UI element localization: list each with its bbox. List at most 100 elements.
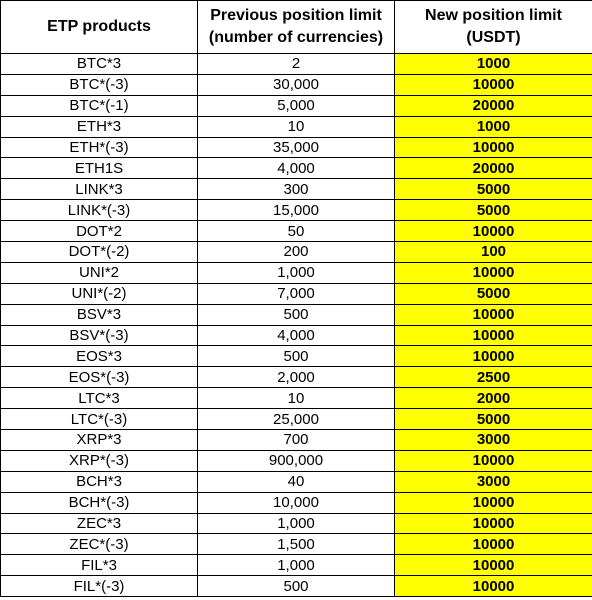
new-limit-cell: 5000 <box>394 178 592 201</box>
previous-limit-cell: 35,000 <box>197 136 395 159</box>
etp-product-cell: BTC*(-3) <box>0 73 198 96</box>
etp-product-cell: BTC*3 <box>0 53 198 75</box>
new-limit-cell: 2000 <box>394 387 592 410</box>
table-row: ETH1S 4,000 20000 <box>0 157 592 180</box>
table-row: BSV*3 500 10000 <box>0 303 592 326</box>
table-row: DOT*(-2) 200 100 <box>0 241 592 263</box>
etp-product-cell: BSV*(-3) <box>0 324 198 347</box>
table-row: LTC*3 10 2000 <box>0 387 592 410</box>
table-row: ETH*(-3) 35,000 10000 <box>0 136 592 159</box>
new-limit-cell: 10000 <box>394 575 592 598</box>
table-row: LINK*3 300 5000 <box>0 178 592 201</box>
previous-limit-cell: 500 <box>197 575 395 598</box>
previous-limit-cell: 200 <box>197 241 395 263</box>
new-limit-cell: 1000 <box>394 115 592 138</box>
etp-product-cell: ZEC*(-3) <box>0 533 198 556</box>
previous-limit-cell: 25,000 <box>197 408 395 431</box>
previous-limit-cell: 2,000 <box>197 366 395 389</box>
etp-product-cell: BTC*(-1) <box>0 94 198 117</box>
new-limit-cell: 10000 <box>394 303 592 326</box>
new-limit-cell: 3000 <box>394 470 592 493</box>
new-limit-cell: 10000 <box>394 554 592 577</box>
table-row: BTC*(-3) 30,000 10000 <box>0 73 592 96</box>
new-limit-cell: 1000 <box>394 53 592 75</box>
table-row: FIL*(-3) 500 10000 <box>0 575 592 598</box>
etp-product-cell: LINK*(-3) <box>0 199 198 222</box>
table-row: BCH*(-3) 10,000 10000 <box>0 491 592 514</box>
etp-product-cell: FIL*3 <box>0 554 198 577</box>
etp-product-cell: UNI*(-2) <box>0 282 198 305</box>
table-row: ZEC*3 1,000 10000 <box>0 512 592 535</box>
etp-product-cell: LTC*(-3) <box>0 408 198 431</box>
previous-limit-cell: 1,500 <box>197 533 395 556</box>
etp-product-cell: LTC*3 <box>0 387 198 410</box>
etp-product-cell: BSV*3 <box>0 303 198 326</box>
table-row: BTC*3 2 1000 <box>0 53 592 75</box>
previous-limit-cell: 10,000 <box>197 491 395 514</box>
previous-limit-cell: 10 <box>197 115 395 138</box>
previous-limit-cell: 2 <box>197 53 395 75</box>
previous-limit-cell: 500 <box>197 303 395 326</box>
new-limit-cell: 10000 <box>394 512 592 535</box>
table-row: ZEC*(-3) 1,500 10000 <box>0 533 592 556</box>
previous-limit-cell: 1,000 <box>197 554 395 577</box>
header-previous-line1: Previous position limit <box>210 7 382 24</box>
header-new-position-limit: New position limit (USDT) <box>394 0 592 54</box>
table-row: FIL*3 1,000 10000 <box>0 554 592 577</box>
new-limit-cell: 10000 <box>394 261 592 284</box>
previous-limit-cell: 1,000 <box>197 512 395 535</box>
table-row: BTC*(-1) 5,000 20000 <box>0 94 592 117</box>
etp-product-cell: LINK*3 <box>0 178 198 201</box>
etp-product-cell: ETH*3 <box>0 115 198 138</box>
table-row: UNI*2 1,000 10000 <box>0 261 592 284</box>
new-limit-cell: 10000 <box>394 491 592 514</box>
previous-limit-cell: 40 <box>197 470 395 493</box>
previous-limit-cell: 700 <box>197 429 395 451</box>
new-limit-cell: 5000 <box>394 282 592 305</box>
previous-limit-cell: 15,000 <box>197 199 395 222</box>
previous-limit-cell: 7,000 <box>197 282 395 305</box>
table-row: LINK*(-3) 15,000 5000 <box>0 199 592 222</box>
new-limit-cell: 10000 <box>394 345 592 368</box>
header-row: ETP products Previous position limit (nu… <box>0 0 592 54</box>
new-limit-cell: 10000 <box>394 324 592 347</box>
new-limit-cell: 20000 <box>394 94 592 117</box>
header-previous-line2: (number of currencies) <box>208 29 384 46</box>
table-header: ETP products Previous position limit (nu… <box>0 0 592 54</box>
previous-limit-cell: 300 <box>197 178 395 201</box>
new-limit-cell: 10000 <box>394 73 592 96</box>
table-row: BCH*3 40 3000 <box>0 470 592 493</box>
previous-limit-cell: 1,000 <box>197 261 395 284</box>
etp-product-cell: XRP*(-3) <box>0 449 198 472</box>
new-limit-cell: 2500 <box>394 366 592 389</box>
previous-limit-cell: 30,000 <box>197 73 395 96</box>
etp-product-cell: BCH*3 <box>0 470 198 493</box>
etp-product-cell: FIL*(-3) <box>0 575 198 598</box>
previous-limit-cell: 4,000 <box>197 324 395 347</box>
new-limit-cell: 20000 <box>394 157 592 180</box>
table-row: EOS*(-3) 2,000 2500 <box>0 366 592 389</box>
new-limit-cell: 3000 <box>394 429 592 451</box>
new-limit-cell: 10000 <box>394 533 592 556</box>
etp-product-cell: ETH*(-3) <box>0 136 198 159</box>
table-row: XRP*(-3) 900,000 10000 <box>0 449 592 472</box>
new-limit-cell: 10000 <box>394 220 592 243</box>
new-limit-cell: 10000 <box>394 449 592 472</box>
new-limit-cell: 10000 <box>394 136 592 159</box>
previous-limit-cell: 10 <box>197 387 395 410</box>
etp-product-cell: UNI*2 <box>0 261 198 284</box>
etp-product-cell: ETH1S <box>0 157 198 180</box>
table-row: LTC*(-3) 25,000 5000 <box>0 408 592 431</box>
etp-product-cell: EOS*3 <box>0 345 198 368</box>
table-row: XRP*3 700 3000 <box>0 429 592 451</box>
table-row: ETH*3 10 1000 <box>0 115 592 138</box>
previous-limit-cell: 4,000 <box>197 157 395 180</box>
table-row: DOT*2 50 10000 <box>0 220 592 243</box>
previous-limit-cell: 50 <box>197 220 395 243</box>
header-etp-products: ETP products <box>0 0 198 54</box>
previous-limit-cell: 500 <box>197 345 395 368</box>
new-limit-cell: 100 <box>394 241 592 263</box>
etp-product-cell: ZEC*3 <box>0 512 198 535</box>
etp-product-cell: BCH*(-3) <box>0 491 198 514</box>
